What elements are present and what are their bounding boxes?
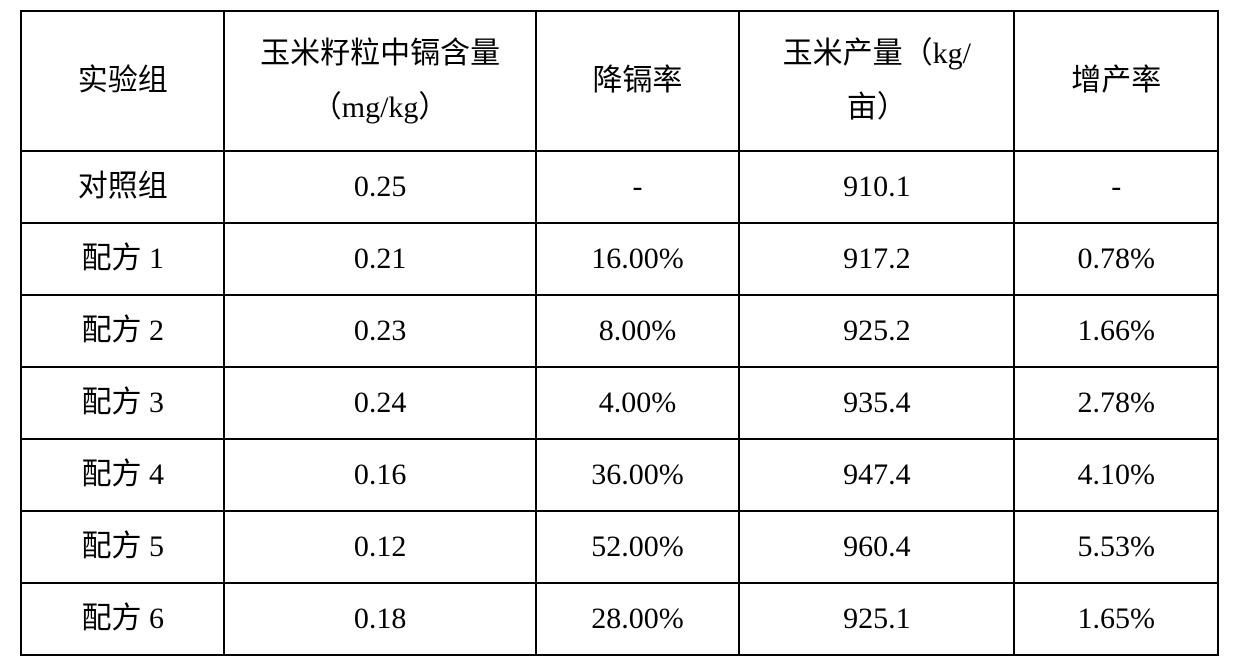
cell-cd-reduction: 28.00% bbox=[536, 583, 739, 655]
col-header-label: 降镉率 bbox=[592, 64, 682, 97]
cell-cd-content: 0.21 bbox=[224, 223, 535, 295]
col-header-label-line2: 亩） bbox=[847, 91, 907, 124]
table-row: 配方 3 0.24 4.00% 935.4 2.78% bbox=[21, 367, 1218, 439]
cell-cd-content: 0.12 bbox=[224, 511, 535, 583]
table-row: 配方 1 0.21 16.00% 917.2 0.78% bbox=[21, 223, 1218, 295]
table-row: 配方 2 0.23 8.00% 925.2 1.66% bbox=[21, 295, 1218, 367]
table-row: 配方 5 0.12 52.00% 960.4 5.53% bbox=[21, 511, 1218, 583]
table-row: 配方 4 0.16 36.00% 947.4 4.10% bbox=[21, 439, 1218, 511]
cell-cd-reduction: 8.00% bbox=[536, 295, 739, 367]
col-header-yield-increase: 增产率 bbox=[1014, 11, 1218, 151]
cell-group: 配方 4 bbox=[21, 439, 224, 511]
cell-group: 配方 1 bbox=[21, 223, 224, 295]
cell-group: 配方 2 bbox=[21, 295, 224, 367]
cell-yield-increase: 4.10% bbox=[1014, 439, 1218, 511]
col-header-label-line1: 玉米产量（kg/ bbox=[783, 37, 971, 70]
cell-cd-reduction: - bbox=[536, 151, 739, 223]
col-header-label: 增产率 bbox=[1071, 64, 1161, 97]
cell-yield-increase: 0.78% bbox=[1014, 223, 1218, 295]
cell-group: 配方 3 bbox=[21, 367, 224, 439]
cell-cd-reduction: 16.00% bbox=[536, 223, 739, 295]
cell-group: 对照组 bbox=[21, 151, 224, 223]
cell-yield-increase: 2.78% bbox=[1014, 367, 1218, 439]
cell-yield-increase: 1.65% bbox=[1014, 583, 1218, 655]
cell-yield: 947.4 bbox=[739, 439, 1014, 511]
cell-cd-content: 0.23 bbox=[224, 295, 535, 367]
cell-cd-reduction: 4.00% bbox=[536, 367, 739, 439]
cell-yield: 925.2 bbox=[739, 295, 1014, 367]
cell-yield: 935.4 bbox=[739, 367, 1014, 439]
col-header-label-line2: （mg/kg） bbox=[312, 91, 449, 124]
cell-yield: 960.4 bbox=[739, 511, 1014, 583]
cell-cd-reduction: 52.00% bbox=[536, 511, 739, 583]
cell-cd-content: 0.24 bbox=[224, 367, 535, 439]
table-row: 配方 6 0.18 28.00% 925.1 1.65% bbox=[21, 583, 1218, 655]
cell-yield-increase: - bbox=[1014, 151, 1218, 223]
cell-yield-increase: 1.66% bbox=[1014, 295, 1218, 367]
cell-cd-content: 0.25 bbox=[224, 151, 535, 223]
col-header-label-line1: 玉米籽粒中镉含量 bbox=[260, 37, 500, 70]
cell-yield-increase: 5.53% bbox=[1014, 511, 1218, 583]
cell-group: 配方 6 bbox=[21, 583, 224, 655]
col-header-label: 实验组 bbox=[78, 64, 168, 97]
col-header-cd-reduction: 降镉率 bbox=[536, 11, 739, 151]
cell-yield: 917.2 bbox=[739, 223, 1014, 295]
col-header-group: 实验组 bbox=[21, 11, 224, 151]
col-header-cd-content: 玉米籽粒中镉含量 （mg/kg） bbox=[224, 11, 535, 151]
experiment-results-table: 实验组 玉米籽粒中镉含量 （mg/kg） 降镉率 玉米产量（kg/ 亩） 增产率… bbox=[20, 10, 1219, 656]
cell-cd-content: 0.18 bbox=[224, 583, 535, 655]
cell-yield: 910.1 bbox=[739, 151, 1014, 223]
table-row: 对照组 0.25 - 910.1 - bbox=[21, 151, 1218, 223]
table-header-row: 实验组 玉米籽粒中镉含量 （mg/kg） 降镉率 玉米产量（kg/ 亩） 增产率 bbox=[21, 11, 1218, 151]
col-header-yield: 玉米产量（kg/ 亩） bbox=[739, 11, 1014, 151]
cell-group: 配方 5 bbox=[21, 511, 224, 583]
cell-cd-content: 0.16 bbox=[224, 439, 535, 511]
cell-yield: 925.1 bbox=[739, 583, 1014, 655]
cell-cd-reduction: 36.00% bbox=[536, 439, 739, 511]
